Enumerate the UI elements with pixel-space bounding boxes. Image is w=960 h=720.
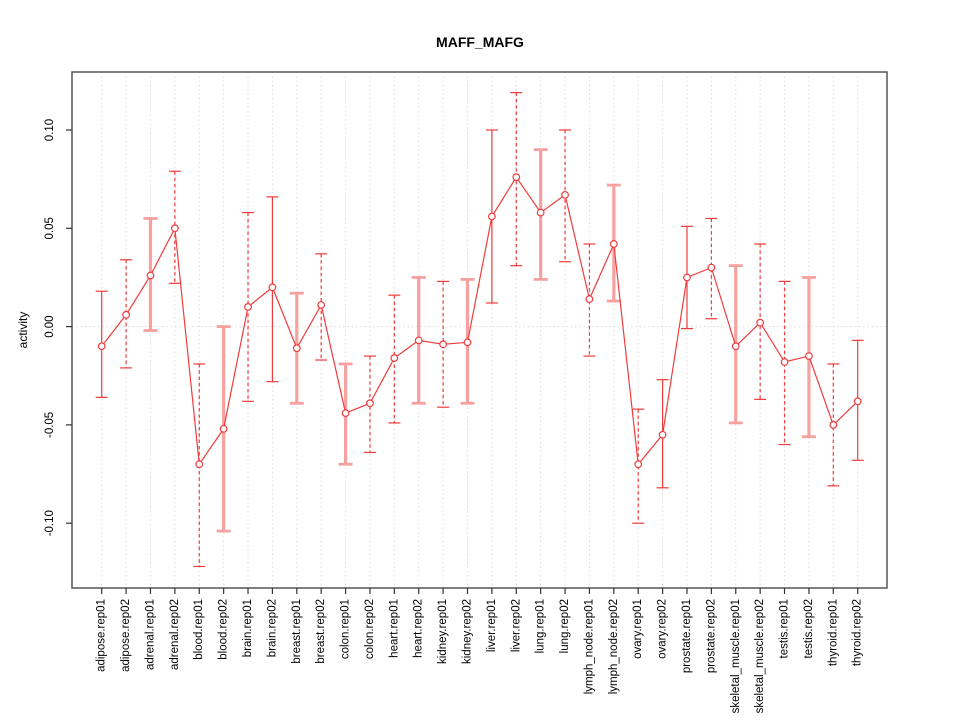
data-point: [122, 310, 130, 319]
data-point: [731, 342, 740, 351]
x-tick-label: colon.rep01: [340, 599, 352, 659]
chart-title: MAFF_MAFG: [436, 34, 524, 50]
y-axis-label: activity: [16, 312, 30, 349]
data-point: [317, 301, 326, 309]
data-point: [97, 342, 106, 351]
x-tick-label: blood.rep01: [193, 599, 205, 660]
x-tick-label: adipose.rep02: [120, 599, 132, 672]
y-tick-label: 0.00: [44, 315, 56, 337]
x-tick-label: adrenal.rep01: [144, 599, 156, 670]
y-tick-label: -0.10: [44, 510, 56, 536]
x-tick-label: lymph_node.rep02: [608, 599, 620, 694]
data-point: [487, 212, 496, 221]
data-point: [634, 460, 643, 469]
data-point: [536, 208, 545, 217]
y-tick-label: -0.05: [44, 412, 56, 438]
x-tick-label: lung.rep02: [559, 599, 571, 653]
data-point: [146, 271, 155, 280]
y-tick-label: 0.10: [44, 119, 56, 141]
data-point: [390, 354, 399, 362]
x-tick-label: breast.rep01: [291, 599, 303, 664]
data-point: [195, 460, 204, 469]
data-point: [561, 190, 569, 199]
x-tick-label: kidney.rep01: [437, 599, 449, 664]
x-tick-label: heart.rep01: [388, 599, 400, 658]
data-point: [341, 409, 350, 418]
data-point: [219, 424, 228, 433]
x-tick-label: kidney.rep02: [462, 599, 474, 664]
x-tick-label: skeletal_muscle.rep01: [730, 599, 742, 713]
data-point: [244, 303, 252, 311]
data-point: [609, 240, 618, 248]
x-tick-label: ovary.rep02: [657, 599, 669, 659]
series-line: [101, 176, 859, 466]
data-point: [683, 273, 691, 282]
data-point: [658, 430, 667, 439]
data-point: [829, 421, 838, 429]
data-point: [707, 263, 716, 272]
y-tick-label: 0.05: [44, 217, 56, 239]
data-point: [292, 344, 301, 353]
data-point: [268, 283, 277, 292]
x-tick-label: brain.rep02: [266, 599, 278, 657]
x-tick-label: colon.rep02: [364, 599, 376, 659]
data-point: [439, 340, 448, 349]
data-point: [805, 352, 813, 360]
x-tick-label: heart.rep02: [413, 599, 425, 658]
x-tick-label: liver.rep02: [510, 599, 522, 652]
data-point: [463, 338, 472, 347]
x-tick-label: skeletal_muscle.rep02: [754, 599, 766, 713]
x-tick-label: testis.rep01: [779, 599, 791, 658]
plot-area: 0.10 0.05 0.00 -0.05 -0.10 adipose.rep01 adipo…: [44, 71, 888, 713]
x-tick-label: prostate.rep01: [681, 599, 693, 673]
x-tick-label: ovary.rep01: [632, 599, 644, 659]
data-point: [170, 224, 179, 233]
x-tick-label: thyroid.rep01: [827, 599, 839, 666]
data-point: [780, 358, 789, 366]
x-tick-label: liver.rep01: [486, 599, 498, 652]
x-tick-label: testis.rep02: [803, 599, 815, 658]
data-point: [756, 318, 765, 327]
x-tick-label: thyroid.rep02: [852, 599, 864, 666]
x-tick-label: adipose.rep01: [96, 599, 108, 672]
data-point: [853, 397, 862, 406]
x-tick-label: prostate.rep02: [705, 599, 717, 673]
plot-frame: [71, 71, 888, 589]
data-point: [414, 336, 423, 345]
x-tick-label: blood.rep02: [218, 599, 230, 660]
x-tick-label: adrenal.rep02: [169, 599, 181, 670]
x-tick-label: lung.rep01: [535, 599, 547, 653]
data-point: [512, 173, 521, 182]
x-tick-label: breast.rep02: [315, 599, 327, 664]
data-point: [585, 295, 594, 303]
x-tick-label: brain.rep01: [242, 599, 254, 657]
x-tick-label: lymph_node.rep01: [583, 599, 595, 694]
data-point: [366, 399, 374, 408]
